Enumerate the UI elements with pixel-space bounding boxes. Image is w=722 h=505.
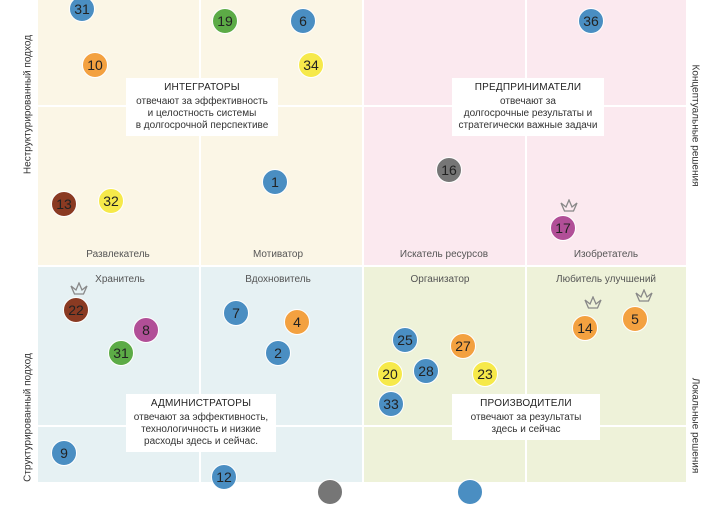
person-dot: 31 bbox=[108, 340, 134, 366]
axis-label-local: Локальные решения bbox=[689, 377, 701, 474]
person-dot: 5 bbox=[622, 306, 648, 332]
administrators-text-3: расходы здесь и сейчас. bbox=[144, 436, 258, 447]
person-dot: 1 bbox=[262, 169, 288, 195]
person-dot: 9 bbox=[51, 440, 77, 466]
entrepreneurs-text-2: долгосрочные результаты и bbox=[463, 108, 593, 119]
person-dot: 31 bbox=[69, 0, 95, 22]
crown-icon bbox=[635, 289, 653, 302]
crown-icon bbox=[70, 282, 88, 295]
grid-line bbox=[525, 267, 527, 482]
integrators-text-2: и целостность системы bbox=[147, 108, 257, 119]
person-dot: 19 bbox=[212, 8, 238, 34]
person-dot: 7 bbox=[223, 300, 249, 326]
administrators-text-1: отвечают за эффективность, bbox=[133, 412, 269, 423]
role-label-motivator: Мотиватор bbox=[252, 249, 304, 260]
producers-text-2: здесь и сейчас bbox=[491, 424, 561, 435]
integrators-title: ИНТЕГРАТОРЫ bbox=[164, 82, 240, 93]
role-label-inspirer: Вдохновитель bbox=[245, 274, 311, 285]
role-label-improver: Любитель улучшений bbox=[556, 274, 656, 285]
person-dot: 4 bbox=[284, 309, 310, 335]
person-dot: 6 bbox=[290, 8, 316, 34]
person-dot: 13 bbox=[51, 191, 77, 217]
role-label-resource-seeker: Искатель ресурсов bbox=[399, 249, 489, 260]
person-dot: 10 bbox=[82, 52, 108, 78]
crown-icon bbox=[560, 199, 578, 212]
axis-label-conceptual: Концептуальные решения bbox=[689, 64, 701, 187]
person-dot: 27 bbox=[450, 333, 476, 359]
role-label-organizer: Организатор bbox=[410, 274, 470, 285]
role-label-keeper: Хранитель bbox=[95, 274, 145, 285]
person-dot: 23 bbox=[472, 361, 498, 387]
person-dot: 25 bbox=[392, 327, 418, 353]
person-dot: 17 bbox=[550, 215, 576, 241]
partial-dot bbox=[457, 479, 483, 505]
person-dot: 8 bbox=[133, 317, 159, 343]
entrepreneurs-text-3: стратегически важные задачи bbox=[458, 120, 598, 131]
administrators-text-2: технологичность и низкие bbox=[141, 424, 261, 435]
person-dot: 16 bbox=[436, 157, 462, 183]
axis-label-unstructured: Неструктурированный подход bbox=[22, 34, 34, 175]
person-dot: 32 bbox=[98, 188, 124, 214]
person-dot: 14 bbox=[572, 315, 598, 341]
grid-line bbox=[38, 425, 686, 427]
axis-label-structured: Структурированный подход bbox=[22, 353, 34, 482]
person-dot: 34 bbox=[298, 52, 324, 78]
integrators-text-3: в долгосрочной перспективе bbox=[135, 120, 269, 131]
crown-icon bbox=[584, 296, 602, 309]
person-dot: 33 bbox=[378, 391, 404, 417]
entrepreneurs-title: ПРЕДПРИНИМАТЕЛИ bbox=[474, 82, 582, 93]
role-label-entertainer: Развлекатель bbox=[86, 249, 150, 260]
producers-title: ПРОИЗВОДИТЕЛИ bbox=[480, 398, 572, 409]
person-dot: 28 bbox=[413, 358, 439, 384]
partial-dot bbox=[317, 479, 343, 505]
producers-text-1: отвечают за результаты bbox=[470, 412, 582, 423]
person-dot: 20 bbox=[377, 361, 403, 387]
administrators-description: АДМИНИСТРАТОРЫ отвечают за эффективность… bbox=[126, 394, 276, 452]
grid-line bbox=[199, 267, 201, 482]
entrepreneurs-description: ПРЕДПРИНИМАТЕЛИ отвечают за долгосрочные… bbox=[452, 78, 604, 136]
person-dot: 36 bbox=[578, 8, 604, 34]
integrators-text-1: отвечают за эффективность bbox=[136, 96, 268, 107]
person-dot: 22 bbox=[63, 297, 89, 323]
entrepreneurs-text-1: отвечают за bbox=[500, 96, 556, 107]
person-dot: 2 bbox=[265, 340, 291, 366]
role-label-inventor: Изобретатель bbox=[573, 249, 639, 260]
administrators-title: АДМИНИСТРАТОРЫ bbox=[150, 398, 252, 409]
integrators-description: ИНТЕГРАТОРЫ отвечают за эффективность и … bbox=[126, 78, 278, 136]
grid-line bbox=[38, 105, 686, 107]
producers-description: ПРОИЗВОДИТЕЛИ отвечают за результаты зде… bbox=[452, 394, 600, 440]
person-dot: 12 bbox=[211, 464, 237, 490]
